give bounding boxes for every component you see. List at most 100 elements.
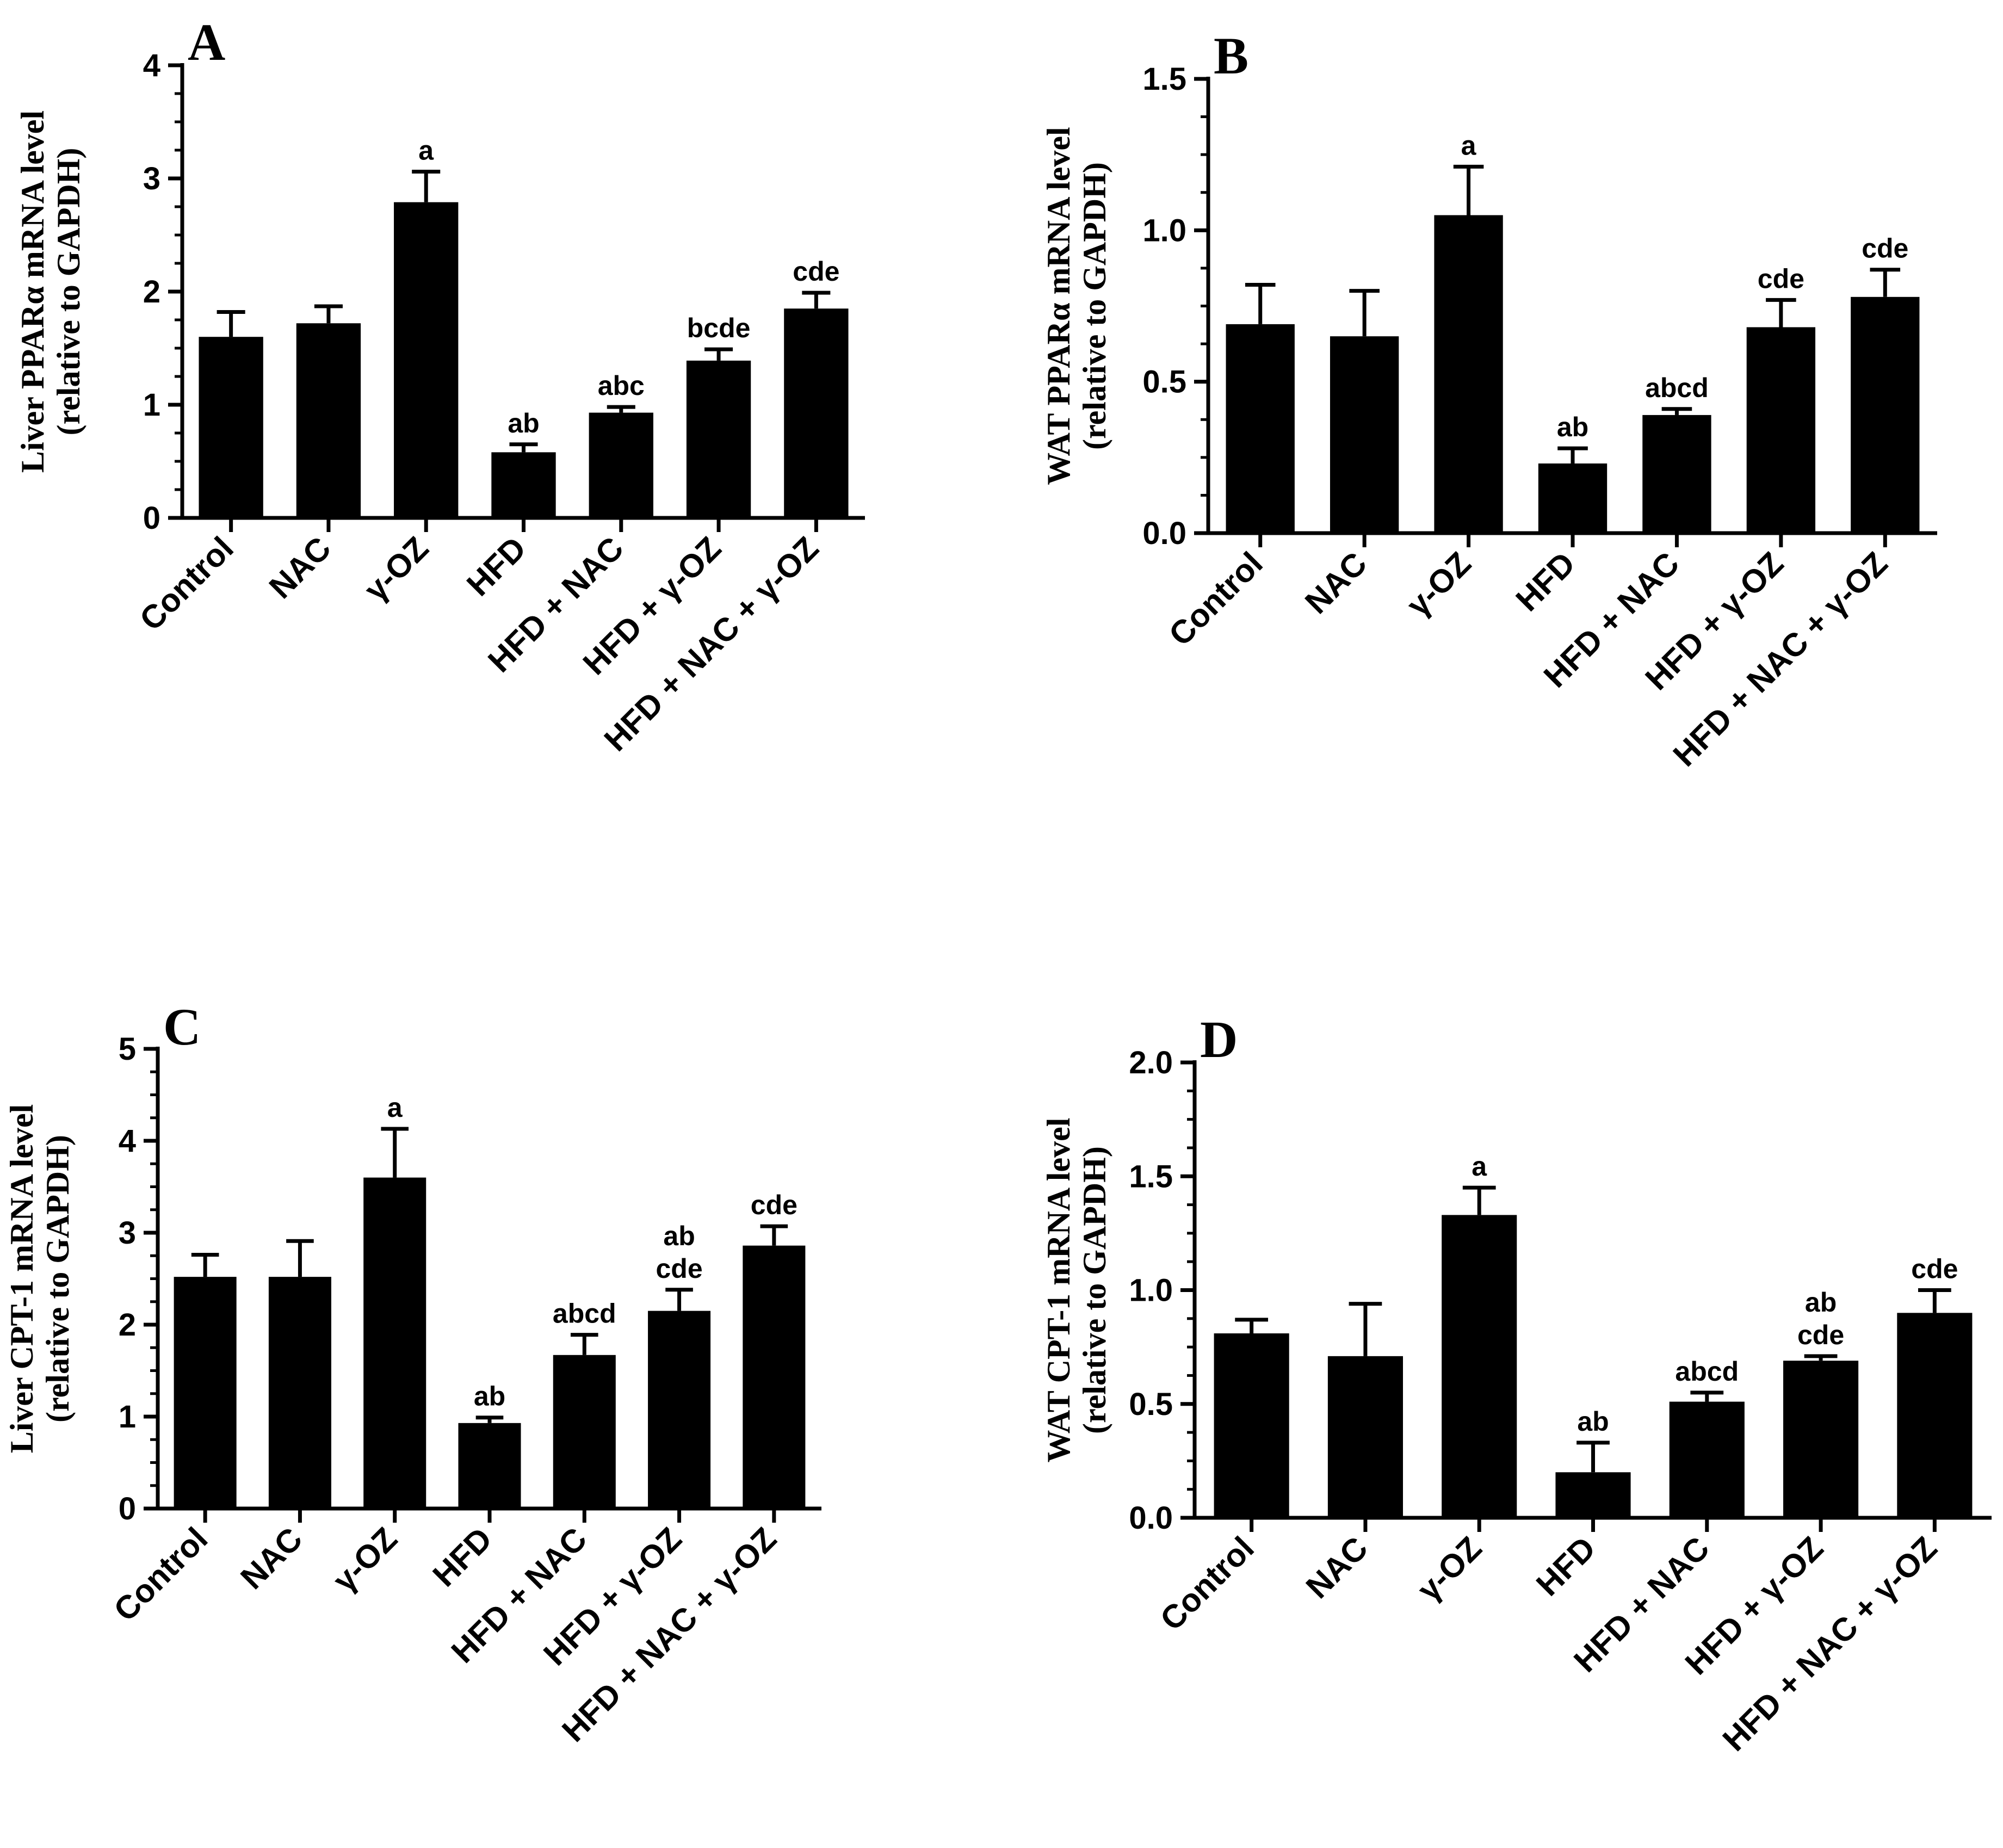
panel-c-bar — [743, 1245, 806, 1509]
panel-a-y-axis-label: Liver PPARα mRNA level (relative to GAPDH… — [15, 110, 86, 473]
panel-d-y-axis-label-line-2: (relative to GAPDH) — [1077, 1146, 1112, 1434]
panel-c-significance-line: ab — [663, 1221, 695, 1251]
panel-a-y-axis-label-line-1: Liver PPARα mRNA level — [15, 110, 51, 473]
panel-d-y-tick-label: 2.0 — [1129, 1045, 1173, 1080]
panel-c-category-label: γ-OZ — [326, 1521, 404, 1599]
panel-c-bar — [363, 1177, 426, 1509]
panel-b-bar — [1330, 336, 1399, 533]
panel-c-y-tick-label: 0 — [119, 1491, 136, 1526]
panel-b-bar — [1434, 215, 1503, 533]
panel-c-significance-label: abcd — [553, 1299, 616, 1329]
panel-d-significance-label: ab — [1577, 1406, 1609, 1437]
panel-b-significance-line: a — [1461, 130, 1477, 160]
panel-d-significance-line: a — [1472, 1151, 1487, 1182]
panel-b-significance-line: ab — [1557, 412, 1588, 442]
panel-d-category-label: HFD — [1529, 1530, 1603, 1603]
panel-b-bar — [1642, 415, 1711, 533]
panel-c-category-label: NAC — [233, 1521, 309, 1596]
panel-c-significance-line: a — [387, 1092, 403, 1123]
panel-b-significance-label: cde — [1862, 233, 1908, 264]
panel-b-y-tick-label: 0.5 — [1142, 364, 1186, 400]
panel-d-chart: D WAT CPT-1 mRNA level (relative to GAPDH)… — [1041, 1010, 1992, 1758]
panel-c-y-axis-label-line-1: Liver CPT-1 mRNA level — [4, 1104, 40, 1454]
panel-c-bar — [648, 1311, 711, 1509]
panel-b-chart: B WAT PPARα mRNA level (relative to GAPDH)… — [1041, 27, 1937, 774]
panel-d-y-tick-label: 1.5 — [1129, 1159, 1173, 1194]
panel-a-significance-label: ab — [508, 408, 539, 438]
panel-c-y-tick-label: 2 — [119, 1307, 136, 1343]
panel-d-category-label: NAC — [1299, 1530, 1375, 1605]
panel-a-bar — [296, 323, 361, 518]
panel-d-significance-label: ab cde — [1797, 1287, 1844, 1350]
panel-a-category-label: Control — [133, 530, 240, 638]
panel-a-significance-line: a — [418, 135, 434, 166]
panel-c-significance-label: cde — [751, 1190, 798, 1220]
panel-d-significance-label: abcd — [1675, 1356, 1739, 1387]
panel-c-significance-line: ab — [474, 1381, 505, 1412]
panel-a-significance-label: cde — [793, 256, 839, 287]
panel-c-bar — [553, 1355, 616, 1509]
panel-c-significance-line: cde — [751, 1190, 798, 1220]
panel-d-significance-label: cde — [1911, 1254, 1958, 1284]
panel-d-category-label: Control — [1153, 1530, 1261, 1637]
panel-b-significance-line: cde — [1758, 263, 1804, 294]
panel-c-chart: C Liver CPT-1 mRNA level (relative to GAPD… — [4, 998, 821, 1749]
panel-d-category-label: γ-OZ — [1410, 1530, 1488, 1608]
panel-b-y-tick-label: 1.0 — [1142, 213, 1186, 248]
panel-c-y-tick-label: 4 — [119, 1123, 136, 1159]
panel-d-y-tick-label: 0.5 — [1129, 1387, 1173, 1422]
panel-a-y-axis-label-line-2: (relative to GAPDH) — [51, 148, 86, 436]
panel-d-bar — [1783, 1361, 1859, 1518]
panel-b-significance-label: a — [1461, 130, 1477, 160]
panel-b-y-tick-label: 0.0 — [1142, 516, 1186, 551]
panel-b-y-axis-label-line-2: (relative to GAPDH) — [1077, 162, 1112, 450]
panel-c-y-axis-label: Liver CPT-1 mRNA level (relative to GAPDH… — [4, 1104, 76, 1454]
panel-a-significance-line: ab — [508, 408, 539, 438]
panel-b-y-axis-label: WAT PPARα mRNA level (relative to GAPDH) — [1041, 127, 1112, 485]
panel-a-bar — [394, 202, 459, 518]
panel-d-significance-line: cde — [1797, 1320, 1844, 1350]
panel-d-significance-line: ab — [1805, 1287, 1837, 1318]
panel-b-y-tick-label: 1.5 — [1142, 61, 1186, 97]
panel-c-letter: C — [163, 998, 201, 1056]
panel-d-y-tick-label: 1.0 — [1129, 1273, 1173, 1308]
panel-a-y-tick-label: 2 — [143, 274, 160, 310]
panel-b-category-label: γ-OZ — [1400, 545, 1478, 623]
panel-c-category-label: Control — [107, 1521, 214, 1628]
panel-c-significance-label: a — [387, 1092, 403, 1123]
panel-b-category-label: Control — [1162, 545, 1270, 653]
panel-b-bar — [1226, 324, 1295, 533]
panel-b-significance-line: cde — [1862, 233, 1908, 264]
panel-c-significance-label: ab — [474, 1381, 505, 1412]
panel-a-bar — [491, 452, 556, 518]
panel-d-significance-line: cde — [1911, 1254, 1958, 1284]
panel-a-significance-line: abc — [598, 370, 645, 401]
panel-d-significance-label: a — [1472, 1151, 1487, 1182]
panel-a-category-label: HFD — [460, 530, 533, 603]
panel-a-category-label: NAC — [262, 530, 338, 605]
panel-d-y-axis-label: WAT CPT-1 mRNA level (relative to GAPDH) — [1041, 1118, 1112, 1463]
panel-d-bar — [1669, 1401, 1745, 1518]
panel-c-significance-line: abcd — [553, 1299, 616, 1329]
panel-a-bar — [199, 337, 263, 518]
panel-a-letter: A — [188, 13, 225, 71]
panel-a-significance-label: a — [418, 135, 434, 166]
panel-b-category-label: HFD — [1509, 545, 1582, 619]
panel-d-bar — [1327, 1356, 1403, 1518]
panel-a-significance-label: bcde — [687, 313, 751, 343]
panel-a-bar — [589, 412, 653, 518]
panel-a-bar — [784, 308, 849, 518]
panel-d-category-label: HFD + NAC + γ-OZ — [1716, 1530, 1944, 1758]
panel-d-bar — [1214, 1333, 1289, 1518]
panel-a-significance-label: abc — [598, 370, 645, 401]
panel-b-y-axis-label-line-1: WAT PPARα mRNA level — [1041, 127, 1077, 485]
panel-d-y-axis-label-line-1: WAT CPT-1 mRNA level — [1041, 1118, 1077, 1463]
panel-d-bar — [1897, 1313, 1973, 1518]
panel-b-category-label: NAC — [1298, 545, 1374, 621]
panel-b-bar — [1851, 296, 1920, 533]
panel-c-y-axis-label-line-2: (relative to GAPDH) — [40, 1135, 76, 1423]
panel-b-significance-label: abcd — [1645, 373, 1709, 403]
panel-d-significance-line: ab — [1577, 1406, 1609, 1437]
panel-b-significance-line: abcd — [1645, 373, 1709, 403]
